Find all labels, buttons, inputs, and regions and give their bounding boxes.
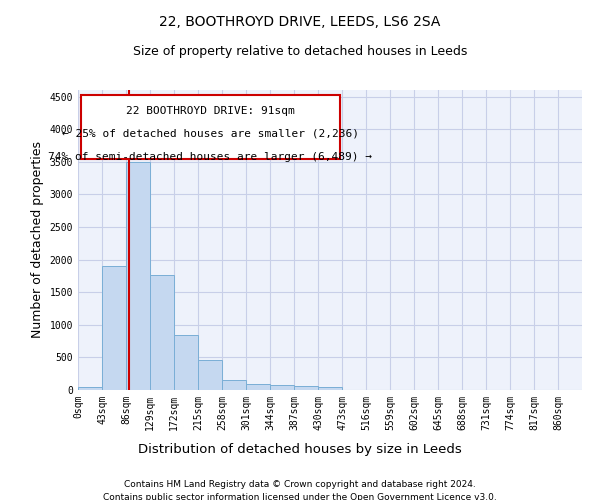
Bar	[198, 360, 222, 390]
Text: 74% of semi-detached houses are larger (6,489) →: 74% of semi-detached houses are larger (…	[49, 152, 372, 162]
Text: 22, BOOTHROYD DRIVE, LEEDS, LS6 2SA: 22, BOOTHROYD DRIVE, LEEDS, LS6 2SA	[160, 15, 440, 29]
Bar	[102, 266, 126, 390]
Bar	[318, 388, 342, 390]
Bar	[150, 275, 174, 390]
Bar	[78, 386, 102, 390]
Text: Contains public sector information licensed under the Open Government Licence v3: Contains public sector information licen…	[103, 492, 497, 500]
Bar	[174, 334, 198, 390]
Bar	[126, 162, 150, 390]
Text: Contains HM Land Registry data © Crown copyright and database right 2024.: Contains HM Land Registry data © Crown c…	[124, 480, 476, 489]
Text: 22 BOOTHROYD DRIVE: 91sqm: 22 BOOTHROYD DRIVE: 91sqm	[126, 106, 295, 117]
Y-axis label: Number of detached properties: Number of detached properties	[31, 142, 44, 338]
Bar	[294, 386, 318, 390]
Bar	[270, 386, 294, 390]
Bar	[222, 380, 246, 390]
Text: Size of property relative to detached houses in Leeds: Size of property relative to detached ho…	[133, 45, 467, 58]
FancyBboxPatch shape	[80, 94, 340, 159]
Bar	[246, 384, 270, 390]
Text: ← 25% of detached houses are smaller (2,236): ← 25% of detached houses are smaller (2,…	[62, 129, 359, 139]
Text: Distribution of detached houses by size in Leeds: Distribution of detached houses by size …	[138, 442, 462, 456]
